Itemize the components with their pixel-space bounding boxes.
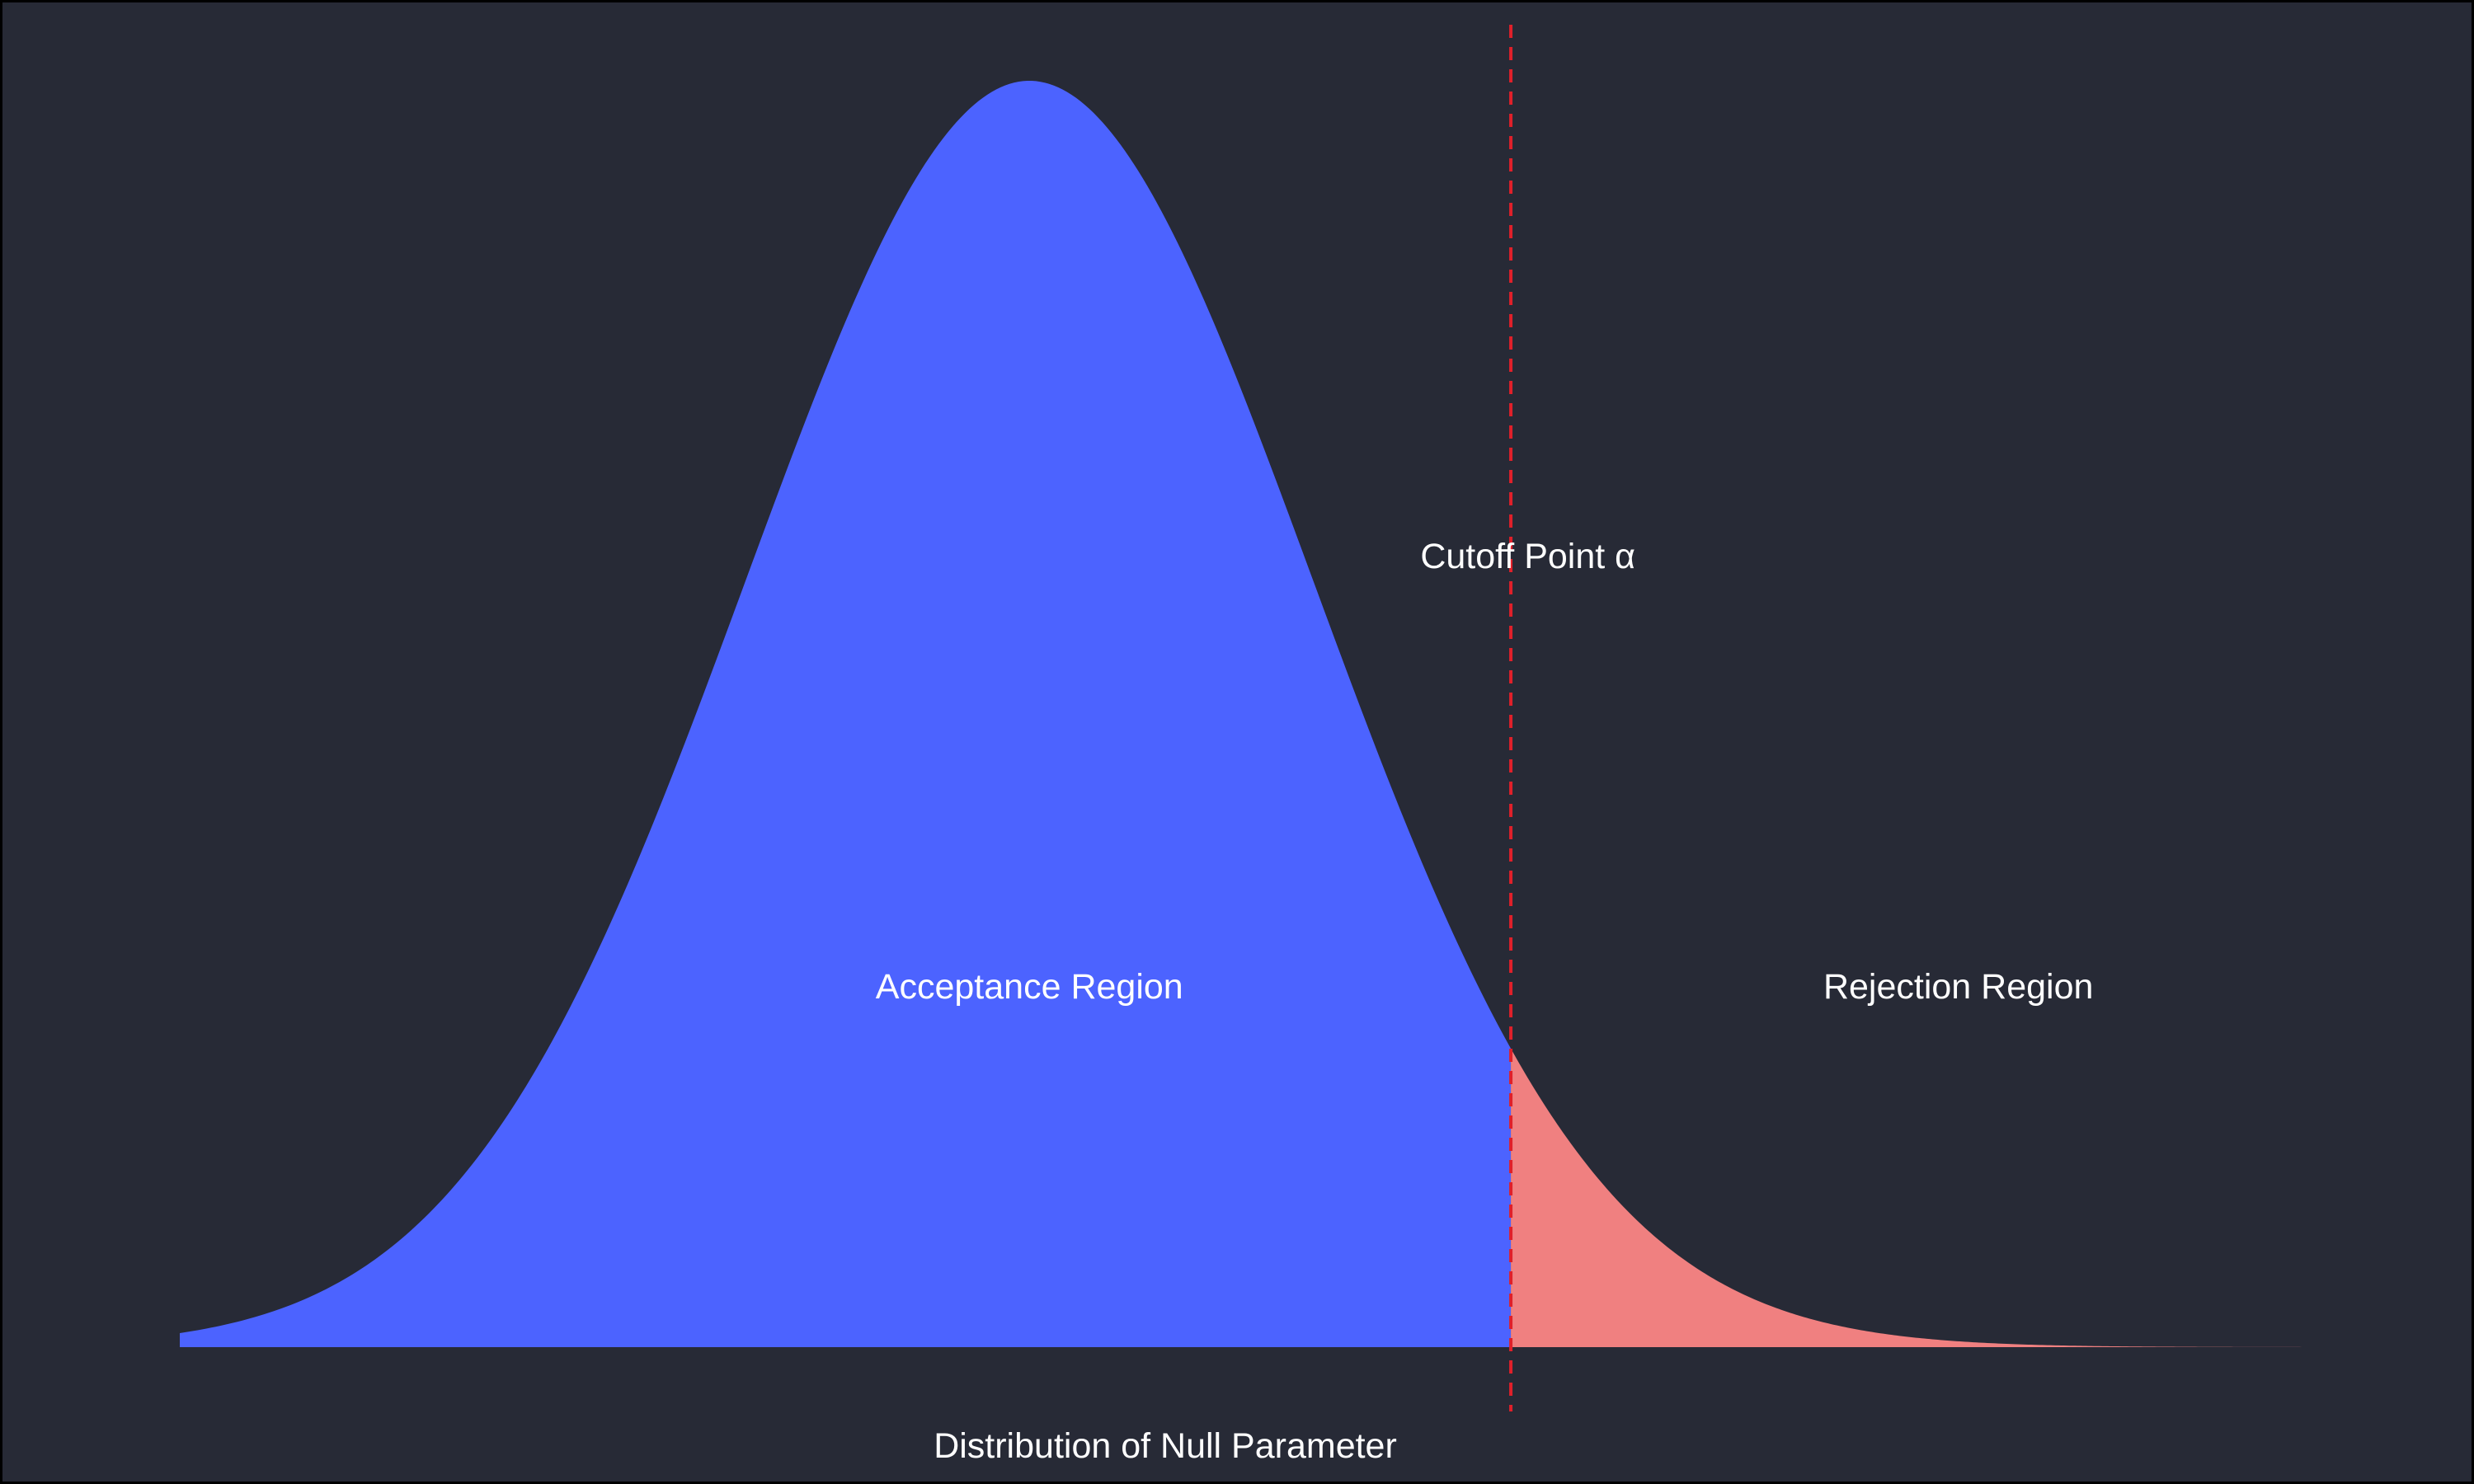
acceptance-region-area — [180, 81, 1512, 1347]
rejection-region-area — [1511, 1048, 2332, 1347]
acceptance-region-label: Acceptance Region — [876, 967, 1183, 1007]
x-axis-label: Distribution of Null Parameter — [934, 1426, 1397, 1466]
rejection-region-label: Rejection Region — [1823, 967, 2093, 1007]
cutoff-label: Cutoff Point α — [1420, 537, 1635, 576]
